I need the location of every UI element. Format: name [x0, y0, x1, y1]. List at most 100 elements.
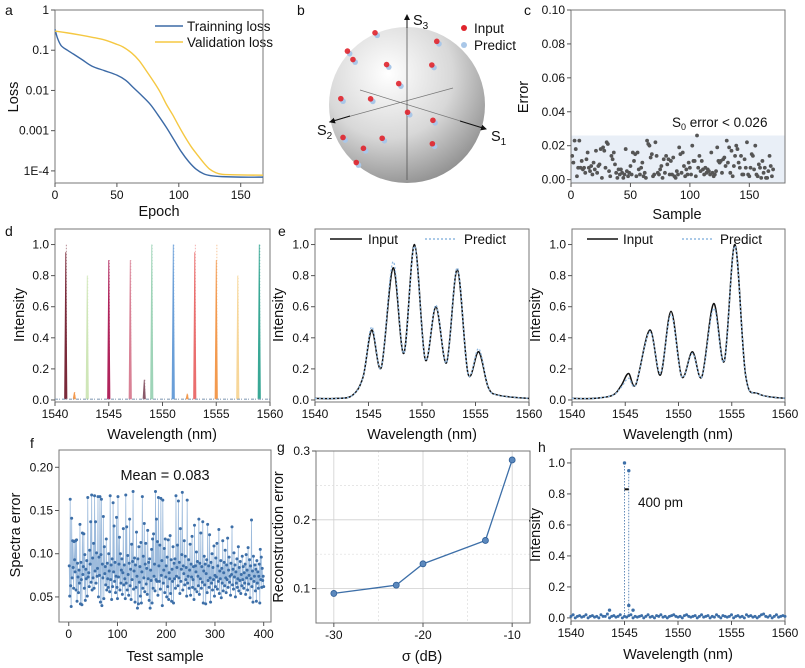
spectra-error-point [262, 585, 266, 589]
spectra-error-point [93, 494, 97, 498]
spectra-error-point [90, 588, 94, 592]
spectra-error-point [172, 561, 176, 565]
x-tick-label: 100 [680, 188, 700, 202]
error-point [607, 169, 611, 174]
error-point [597, 162, 602, 167]
spectra-error-point [97, 555, 101, 559]
spectra-error-point [149, 568, 153, 572]
spectra-error-point [205, 591, 209, 595]
spectra-error-point [180, 553, 184, 557]
spectra-error-point [261, 579, 265, 583]
spectra-error-point [233, 595, 237, 599]
legend-label-predict: Predict [474, 38, 516, 53]
spectra-error-point [192, 523, 196, 527]
spectra-error-point [182, 539, 186, 543]
spectra-error-point [201, 520, 205, 524]
noise-point [708, 616, 712, 620]
spectra-error-point [138, 594, 142, 598]
spectra-error-point [111, 585, 115, 589]
spectra-error-point [191, 578, 195, 582]
spectra-error-point [121, 527, 125, 531]
spectra-error-point [140, 570, 144, 574]
noise-point [620, 616, 624, 620]
spectra-error-point [206, 522, 210, 526]
noise-point [766, 615, 770, 619]
spectra-error-point [251, 600, 255, 604]
spectra-error-point [141, 554, 145, 558]
spectra-error-point [114, 591, 118, 595]
spectra-error-point [186, 581, 190, 585]
noise-point [608, 616, 612, 620]
reconstruction-error-point [482, 537, 489, 544]
noise-point [663, 614, 667, 618]
spectra-error-point [218, 569, 222, 573]
s2-label: S2 [317, 123, 333, 142]
y-tick-label: 0.02 [542, 139, 566, 153]
spectra-error-point [134, 530, 138, 534]
x-tick-label: 100 [169, 188, 189, 202]
spectra-error-point [249, 577, 253, 581]
panel-h-resolution: Wavelength (nm) Intensity 400 pm 1540 154… [528, 448, 799, 663]
spectra-error-point [115, 597, 119, 601]
error-point [619, 167, 623, 172]
spectra-error-point [108, 590, 112, 594]
spectra-error-point [177, 560, 181, 564]
y-tick-label: 0.2 [292, 362, 309, 376]
error-point [736, 160, 741, 165]
error-point [742, 157, 747, 162]
spectra-error-point [208, 533, 212, 537]
spectra-error-point [182, 572, 186, 576]
spectra-error-point [185, 498, 189, 502]
spectra-error-point [98, 495, 102, 499]
x-tick-label: 1550 [149, 407, 176, 421]
x-tick-label: 200 [156, 627, 176, 641]
spectra-error-point [125, 525, 129, 529]
spectra-error-point [70, 576, 74, 580]
spectra-error-point [106, 577, 110, 581]
spectra-error-point [178, 527, 182, 531]
spectra-error-point [122, 563, 126, 567]
x-tick-label: 1555 [203, 407, 230, 421]
spectra-error-point [254, 567, 258, 571]
spectra-error-point [248, 596, 252, 600]
noise-point [569, 614, 573, 618]
spectra-error-point [157, 564, 161, 568]
spectra-error-point [255, 581, 259, 585]
error-point [601, 145, 605, 150]
spectra-error-point [117, 562, 121, 566]
spectra-error-point [222, 560, 226, 564]
spectra-error-point [188, 568, 192, 572]
spectra-error-point [248, 558, 252, 562]
noise-point [603, 614, 607, 618]
y-tick-label: 0.0 [549, 393, 566, 407]
spectra-error-point [162, 547, 166, 551]
spectra-error-point [185, 594, 189, 598]
threshold-annotation: S0 error < 0.026 [672, 115, 767, 132]
spectra-error-point [98, 600, 102, 604]
error-point [747, 174, 752, 179]
spectra-error-point [101, 515, 105, 519]
spectra-error-point [258, 547, 262, 551]
spectra-error-point [198, 561, 202, 565]
y-axis-label: Error [516, 81, 532, 113]
error-point [628, 164, 633, 168]
spectra-error-point [245, 576, 249, 580]
spectra-error-point [113, 560, 117, 564]
spectra-error-point [179, 567, 183, 571]
noise-point [601, 614, 605, 618]
spectra-error-point [154, 517, 158, 521]
spectra-error-point [105, 588, 109, 592]
spectra-error-point [258, 601, 262, 605]
error-point [585, 150, 590, 155]
error-point [676, 172, 680, 177]
spectra-error-point [169, 591, 173, 595]
spectra-error-point [123, 577, 127, 581]
noise-point [719, 616, 723, 620]
spectra-error-point [148, 557, 152, 561]
peak-point [631, 608, 635, 612]
spectra-error-point [250, 585, 254, 589]
spectra-error-point [112, 570, 116, 574]
spectra-error-line [68, 491, 265, 609]
spectra-error-point [133, 556, 137, 560]
y-axis-label: Intensity [528, 507, 544, 562]
